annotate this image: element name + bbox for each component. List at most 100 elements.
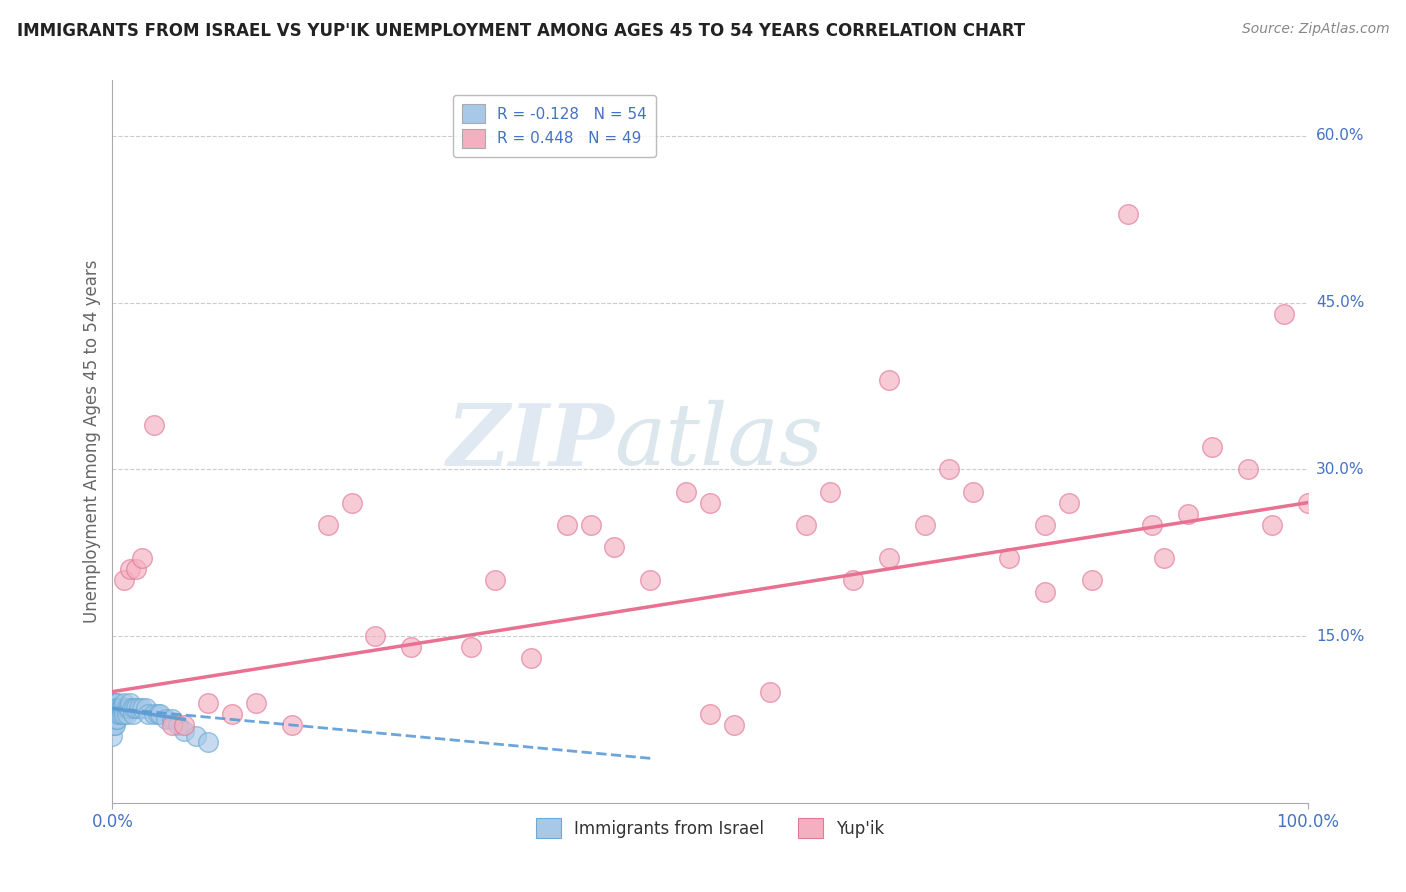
Point [1142,517,1164,532]
Point [143,706,166,721]
Point [110,701,132,715]
Point [914,517,936,532]
Point [520,651,543,665]
Point [1201,440,1223,454]
Text: ZIP: ZIP [447,400,614,483]
Point [105,696,128,710]
Point [104,696,127,710]
Point [101,696,124,710]
Point [105,706,128,721]
Point [104,706,127,721]
Point [105,696,128,710]
Y-axis label: Unemployment Among Ages 45 to 54 years: Unemployment Among Ages 45 to 54 years [83,260,101,624]
Point [105,713,128,727]
Point [107,706,129,721]
Text: 45.0%: 45.0% [1316,295,1364,310]
Point [114,706,135,721]
Point [121,701,143,715]
Point [962,484,984,499]
Point [162,718,183,732]
Point [120,696,142,710]
Point [120,562,142,576]
Text: atlas: atlas [614,401,824,483]
Point [723,718,745,732]
Point [103,701,125,715]
Point [699,706,721,721]
Point [842,574,865,588]
Point [245,696,267,710]
Point [108,701,131,715]
Text: 60.0%: 60.0% [1316,128,1364,144]
Point [1296,496,1319,510]
Point [143,417,166,432]
Point [1033,584,1056,599]
Point [115,706,138,721]
Point [1261,517,1284,532]
Point [640,574,662,588]
Point [699,496,721,510]
Point [675,484,697,499]
Point [128,701,150,715]
Point [579,517,602,532]
Point [125,701,148,715]
Point [101,718,124,732]
Point [167,718,190,732]
Point [138,706,160,721]
Point [101,706,124,721]
Point [114,701,136,715]
Point [998,551,1021,566]
Point [879,551,901,566]
Point [107,701,129,715]
Point [104,701,127,715]
Point [281,718,304,732]
Point [1081,574,1104,588]
Point [460,640,482,655]
Point [484,574,506,588]
Point [1033,517,1056,532]
Point [1272,307,1295,321]
Point [121,706,143,721]
Point [104,718,127,732]
Point [135,701,157,715]
Point [117,701,139,715]
Point [173,718,195,732]
Point [818,484,841,499]
Point [114,696,135,710]
Point [112,701,135,715]
Point [186,729,208,743]
Point [555,517,578,532]
Point [111,706,134,721]
Point [131,551,153,566]
Point [340,496,363,510]
Point [364,629,387,643]
Point [114,574,135,588]
Point [401,640,423,655]
Text: 30.0%: 30.0% [1316,462,1364,477]
Point [105,701,128,715]
Point [316,517,339,532]
Point [122,701,145,715]
Point [105,701,128,715]
Point [794,517,817,532]
Point [118,701,141,715]
Text: IMMIGRANTS FROM ISRAEL VS YUP'IK UNEMPLOYMENT AMONG AGES 45 TO 54 YEARS CORRELAT: IMMIGRANTS FROM ISRAEL VS YUP'IK UNEMPLO… [17,22,1025,40]
Point [197,734,219,748]
Point [221,706,243,721]
Point [759,684,782,698]
Point [131,701,153,715]
Point [603,540,626,554]
Point [101,701,124,715]
Point [1118,207,1140,221]
Point [1057,496,1080,510]
Point [879,373,901,387]
Point [105,713,128,727]
Point [101,713,124,727]
Point [111,701,134,715]
Legend: Immigrants from Israel, Yup'ik: Immigrants from Israel, Yup'ik [529,812,891,845]
Text: Source: ZipAtlas.com: Source: ZipAtlas.com [1241,22,1389,37]
Point [108,706,131,721]
Point [103,706,125,721]
Point [155,713,177,727]
Point [1177,507,1199,521]
Point [146,706,169,721]
